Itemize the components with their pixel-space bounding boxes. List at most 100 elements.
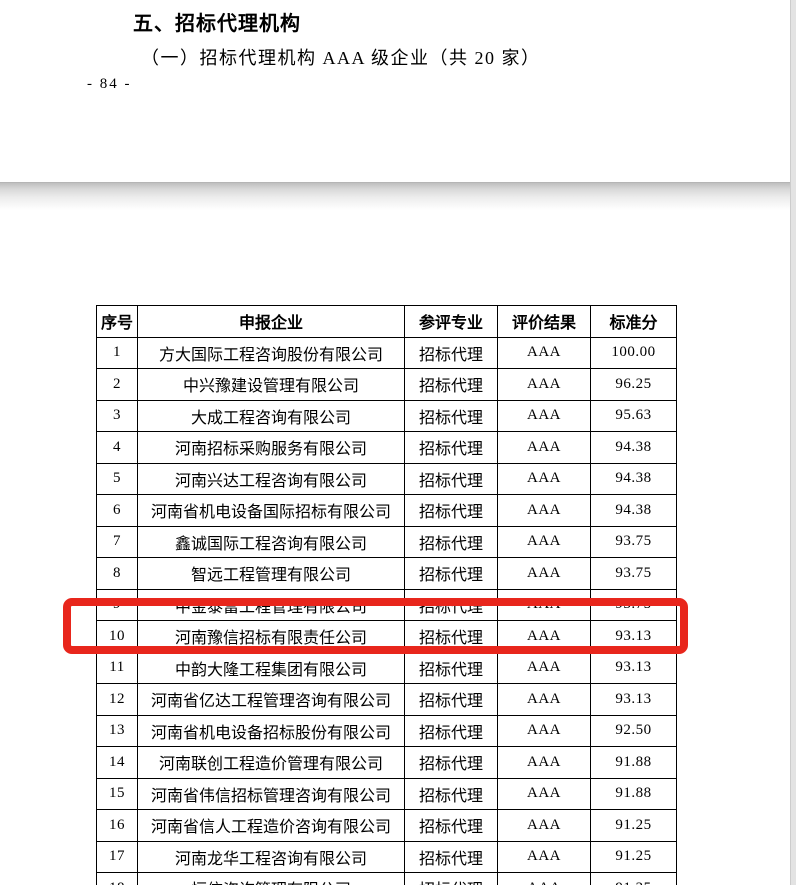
cell-row-no: 8 bbox=[96, 557, 138, 590]
table-row: 13 河南省机电设备招标股份有限公司 招标代理 AAA 92.50 bbox=[96, 714, 677, 747]
cell-result: AAA bbox=[497, 525, 591, 558]
cell-company: 大成工程咨询有限公司 bbox=[137, 399, 405, 432]
cell-row-no: 4 bbox=[96, 431, 138, 464]
cell-row-no: 18 bbox=[96, 872, 138, 885]
cell-specialty: 招标代理 bbox=[404, 588, 498, 621]
cell-row-no: 1 bbox=[96, 336, 138, 369]
table-row: 1 方大国际工程咨询股份有限公司 招标代理 AAA 100.00 bbox=[96, 336, 677, 369]
cell-company: 中韵大隆工程集团有限公司 bbox=[137, 651, 405, 684]
subsection-heading: （一）招标代理机构 AAA 级企业（共 20 家） bbox=[141, 48, 541, 68]
cell-score: 100.00 bbox=[590, 336, 677, 369]
cell-specialty: 招标代理 bbox=[404, 431, 498, 464]
table-row: 15 河南省伟信招标管理咨询有限公司 招标代理 AAA 91.88 bbox=[96, 777, 677, 810]
cell-score: 95.63 bbox=[590, 399, 677, 432]
cell-row-no: 2 bbox=[96, 368, 138, 401]
cell-company: 河南省机电设备国际招标有限公司 bbox=[137, 494, 405, 527]
cell-company: 河南兴达工程咨询有限公司 bbox=[137, 462, 405, 495]
cell-specialty: 招标代理 bbox=[404, 872, 498, 885]
ranking-table: 序号 申报企业 参评专业 评价结果 标准分 1 方大国际工程咨询股份有限公司 招标代… bbox=[96, 305, 677, 885]
cell-specialty: 招标代理 bbox=[404, 336, 498, 369]
cell-result: AAA bbox=[497, 651, 591, 684]
cell-score: 94.38 bbox=[590, 431, 677, 464]
cell-result: AAA bbox=[497, 872, 591, 885]
table-row: 2 中兴豫建设管理有限公司 招标代理 AAA 96.25 bbox=[96, 368, 677, 401]
page-gap bbox=[0, 182, 790, 197]
cell-row-no: 16 bbox=[96, 809, 138, 842]
cell-result: AAA bbox=[497, 714, 591, 747]
cell-company: 中兴豫建设管理有限公司 bbox=[137, 368, 405, 401]
cell-result: AAA bbox=[497, 462, 591, 495]
document-page-previous: 五、招标代理机构 （一）招标代理机构 AAA 级企业（共 20 家） - 84 … bbox=[0, 0, 790, 182]
cell-score: 93.13 bbox=[590, 683, 677, 716]
col-header-no: 序号 bbox=[96, 305, 138, 338]
table-row: 10 河南豫信招标有限责任公司 招标代理 AAA 93.13 bbox=[96, 620, 677, 653]
cell-score: 91.25 bbox=[590, 872, 677, 885]
cell-specialty: 招标代理 bbox=[404, 494, 498, 527]
cell-row-no: 14 bbox=[96, 746, 138, 779]
cell-row-no: 13 bbox=[96, 714, 138, 747]
table-row: 18恒信咨询管理有限公司招标代理AAA91.25 bbox=[96, 872, 677, 885]
col-header-specialty: 参评专业 bbox=[404, 305, 498, 338]
cell-row-no: 9 bbox=[96, 588, 138, 621]
cell-row-no: 17 bbox=[96, 840, 138, 873]
cell-score: 93.75 bbox=[590, 525, 677, 558]
cell-specialty: 招标代理 bbox=[404, 651, 498, 684]
table-row: 16 河南省信人工程造价咨询有限公司 招标代理 AAA 91.25 bbox=[96, 809, 677, 842]
viewer-background-strip bbox=[790, 0, 796, 885]
cell-score: 93.13 bbox=[590, 651, 677, 684]
cell-specialty: 招标代理 bbox=[404, 525, 498, 558]
cell-specialty: 招标代理 bbox=[404, 777, 498, 810]
cell-company: 河南省机电设备招标股份有限公司 bbox=[137, 714, 405, 747]
cell-result: AAA bbox=[497, 494, 591, 527]
cell-specialty: 招标代理 bbox=[404, 809, 498, 842]
page-number: - 84 - bbox=[87, 76, 132, 92]
cell-specialty: 招标代理 bbox=[404, 840, 498, 873]
cell-row-no: 10 bbox=[96, 620, 138, 653]
cell-specialty: 招标代理 bbox=[404, 746, 498, 779]
cell-specialty: 招标代理 bbox=[404, 399, 498, 432]
section-heading: 五、招标代理机构 bbox=[133, 13, 301, 35]
cell-result: AAA bbox=[497, 399, 591, 432]
cell-score: 91.25 bbox=[590, 809, 677, 842]
cell-row-no: 5 bbox=[96, 462, 138, 495]
cell-result: AAA bbox=[497, 336, 591, 369]
document-page-current: 序号 申报企业 参评专业 评价结果 标准分 1 方大国际工程咨询股份有限公司 招标代… bbox=[0, 197, 790, 885]
cell-score: 96.25 bbox=[590, 368, 677, 401]
cell-company: 河南省亿达工程管理咨询有限公司 bbox=[137, 683, 405, 716]
cell-company: 中金泰富工程管理有限公司 bbox=[137, 588, 405, 621]
table-row: 17 河南龙华工程咨询有限公司 招标代理 AAA 91.25 bbox=[96, 840, 677, 873]
cell-result: AAA bbox=[497, 431, 591, 464]
cell-result: AAA bbox=[497, 840, 591, 873]
table-row: 5 河南兴达工程咨询有限公司 招标代理 AAA 94.38 bbox=[96, 462, 677, 495]
cell-company: 恒信咨询管理有限公司 bbox=[137, 872, 405, 885]
cell-company: 智远工程管理有限公司 bbox=[137, 557, 405, 590]
cell-row-no: 15 bbox=[96, 777, 138, 810]
cell-company: 河南省伟信招标管理咨询有限公司 bbox=[137, 777, 405, 810]
col-header-result: 评价结果 bbox=[497, 305, 591, 338]
cell-result: AAA bbox=[497, 620, 591, 653]
cell-company: 河南豫信招标有限责任公司 bbox=[137, 620, 405, 653]
cell-result: AAA bbox=[497, 557, 591, 590]
col-header-company: 申报企业 bbox=[137, 305, 405, 338]
cell-company: 河南招标采购服务有限公司 bbox=[137, 431, 405, 464]
cell-row-no: 11 bbox=[96, 651, 138, 684]
cell-specialty: 招标代理 bbox=[404, 368, 498, 401]
table-row: 3 大成工程咨询有限公司 招标代理 AAA 95.63 bbox=[96, 399, 677, 432]
table-row: 7 鑫诚国际工程咨询有限公司 招标代理 AAA 93.75 bbox=[96, 525, 677, 558]
cell-specialty: 招标代理 bbox=[404, 683, 498, 716]
cell-score: 93.13 bbox=[590, 620, 677, 653]
cell-row-no: 7 bbox=[96, 525, 138, 558]
cell-score: 94.38 bbox=[590, 462, 677, 495]
cell-specialty: 招标代理 bbox=[404, 462, 498, 495]
cell-score: 92.50 bbox=[590, 714, 677, 747]
cell-score: 91.88 bbox=[590, 746, 677, 779]
table-row: 12 河南省亿达工程管理咨询有限公司 招标代理 AAA 93.13 bbox=[96, 683, 677, 716]
table-header-row: 序号 申报企业 参评专业 评价结果 标准分 bbox=[96, 305, 677, 338]
cell-company: 方大国际工程咨询股份有限公司 bbox=[137, 336, 405, 369]
cell-specialty: 招标代理 bbox=[404, 714, 498, 747]
cell-result: AAA bbox=[497, 368, 591, 401]
cell-row-no: 3 bbox=[96, 399, 138, 432]
table-row: 6 河南省机电设备国际招标有限公司 招标代理 AAA 94.38 bbox=[96, 494, 677, 527]
cell-specialty: 招标代理 bbox=[404, 557, 498, 590]
